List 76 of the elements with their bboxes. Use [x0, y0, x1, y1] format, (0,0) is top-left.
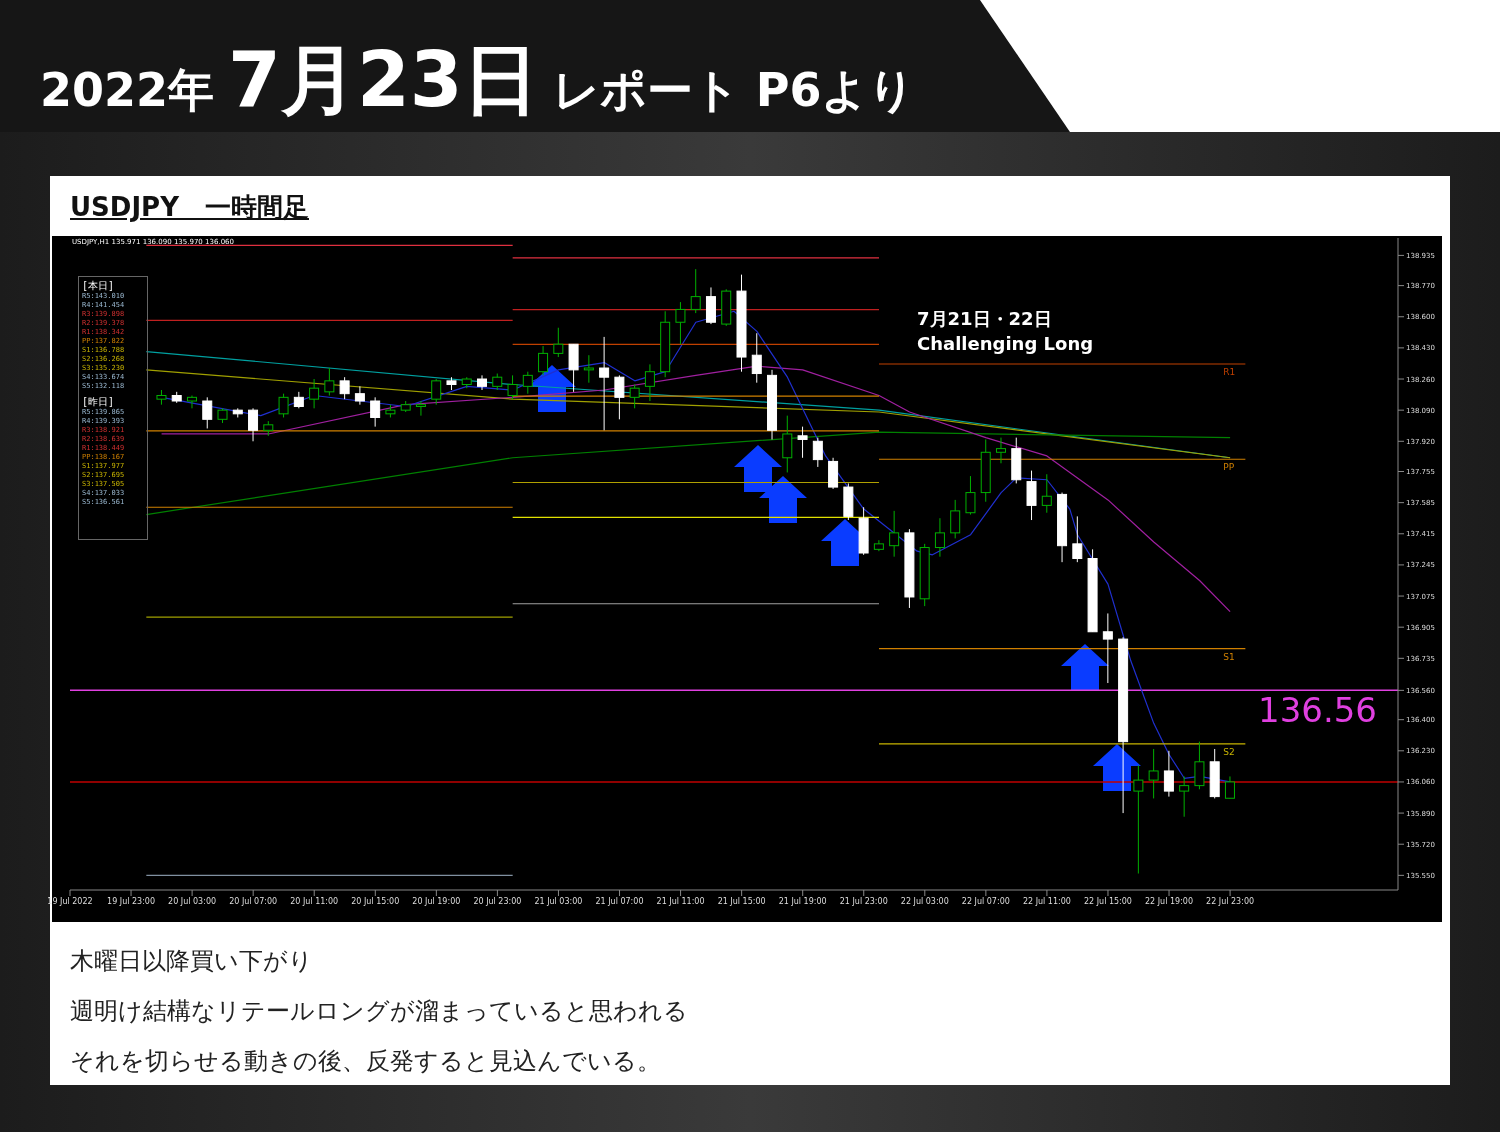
- series-label: PP: [1223, 462, 1235, 473]
- series-label: R1: [1223, 367, 1236, 377]
- candlestick: [1224, 775, 1235, 799]
- candlestick: [186, 395, 197, 409]
- candlestick: [339, 376, 350, 400]
- x-tick-label: 21 Jul 23:00: [839, 896, 888, 906]
- text: レポート P6より: [552, 62, 916, 119]
- annotation: 7月21日・22日: [917, 307, 1053, 331]
- x-tick-label: 22 Jul 11:00: [1022, 896, 1071, 906]
- x-tick-label: 19 Jul 23:00: [107, 896, 156, 906]
- candlestick: [889, 510, 900, 558]
- candlestick: [522, 371, 533, 395]
- candlestick: [583, 354, 594, 384]
- candlestick: [1026, 470, 1037, 521]
- candlestick: [797, 426, 808, 459]
- x-tick-label: 21 Jul 19:00: [778, 896, 827, 906]
- candlestick: [1041, 473, 1052, 514]
- x-tick-label: 22 Jul 19:00: [1145, 896, 1194, 906]
- candlestick: [782, 415, 793, 473]
- candlestick: [614, 374, 625, 420]
- candlestick: [278, 393, 289, 418]
- chart-title: USDJPY 一時間足: [70, 191, 309, 224]
- text: 週明け結構なリテールロングが溜まっていると思われる: [70, 996, 688, 1027]
- x-tick-label: 22 Jul 23:00: [1206, 896, 1255, 906]
- candlestick: [538, 345, 549, 376]
- text: 木曜日以降買い下がり: [70, 946, 314, 977]
- candlestick: [1102, 612, 1113, 684]
- candlestick: [1148, 748, 1159, 799]
- candlestick: [690, 268, 701, 314]
- x-tick-label: 21 Jul 15:00: [717, 896, 766, 906]
- ref-line-label: 136.56: [1258, 690, 1377, 731]
- candlestick: [675, 301, 686, 345]
- candlestick: [965, 475, 976, 516]
- series-label: S1: [1223, 651, 1235, 662]
- candlestick: [248, 407, 259, 442]
- candlestick: [202, 396, 213, 429]
- candlestick: [431, 378, 442, 406]
- text: 2022年: [40, 62, 215, 119]
- candlestick: [1179, 775, 1190, 818]
- x-tick-label: 22 Jul 07:00: [961, 896, 1010, 906]
- candlestick: [1072, 515, 1083, 563]
- x-tick-label: 20 Jul 11:00: [290, 896, 339, 906]
- candlestick: [644, 363, 655, 402]
- x-tick-label: 22 Jul 15:00: [1083, 896, 1132, 906]
- candlestick: [1163, 750, 1174, 798]
- x-tick-label: 21 Jul 11:00: [656, 896, 705, 906]
- x-tick-label: 20 Jul 15:00: [351, 896, 400, 906]
- x-tick-label: 20 Jul 03:00: [168, 896, 217, 906]
- candlestick: [812, 437, 823, 468]
- candlestick: [507, 374, 518, 400]
- candlestick: [354, 385, 365, 406]
- candlestick: [751, 332, 762, 384]
- candlestick: [629, 384, 640, 409]
- candlestick: [553, 327, 564, 358]
- annotation: [昨日]: [82, 396, 116, 408]
- annotation: [本日]: [82, 280, 116, 292]
- candlestick: [1133, 764, 1144, 875]
- x-tick-label: 20 Jul 19:00: [412, 896, 461, 906]
- text: 7月23日: [228, 34, 539, 126]
- x-tick-label: 22 Jul 03:00: [900, 896, 949, 906]
- text: それを切らせる動きの後、反発すると見込んでいる。: [70, 1046, 662, 1077]
- candlestick: [415, 400, 426, 417]
- x-tick-label: 20 Jul 23:00: [473, 896, 522, 906]
- x-tick-label: 21 Jul 03:00: [534, 896, 583, 906]
- candlestick: [309, 378, 320, 409]
- candlestick: [950, 499, 961, 539]
- series-label: S2: [1223, 746, 1235, 757]
- candlestick: [324, 367, 335, 397]
- x-tick-label: 21 Jul 07:00: [595, 896, 644, 906]
- candlestick: [995, 437, 1006, 464]
- candlestick: [934, 517, 945, 558]
- annotation: Challenging Long: [917, 332, 1094, 356]
- candlestick: [599, 336, 610, 431]
- x-tick-label: 20 Jul 07:00: [229, 896, 278, 906]
- candlestick: [370, 396, 381, 428]
- candlestick: [1194, 741, 1205, 790]
